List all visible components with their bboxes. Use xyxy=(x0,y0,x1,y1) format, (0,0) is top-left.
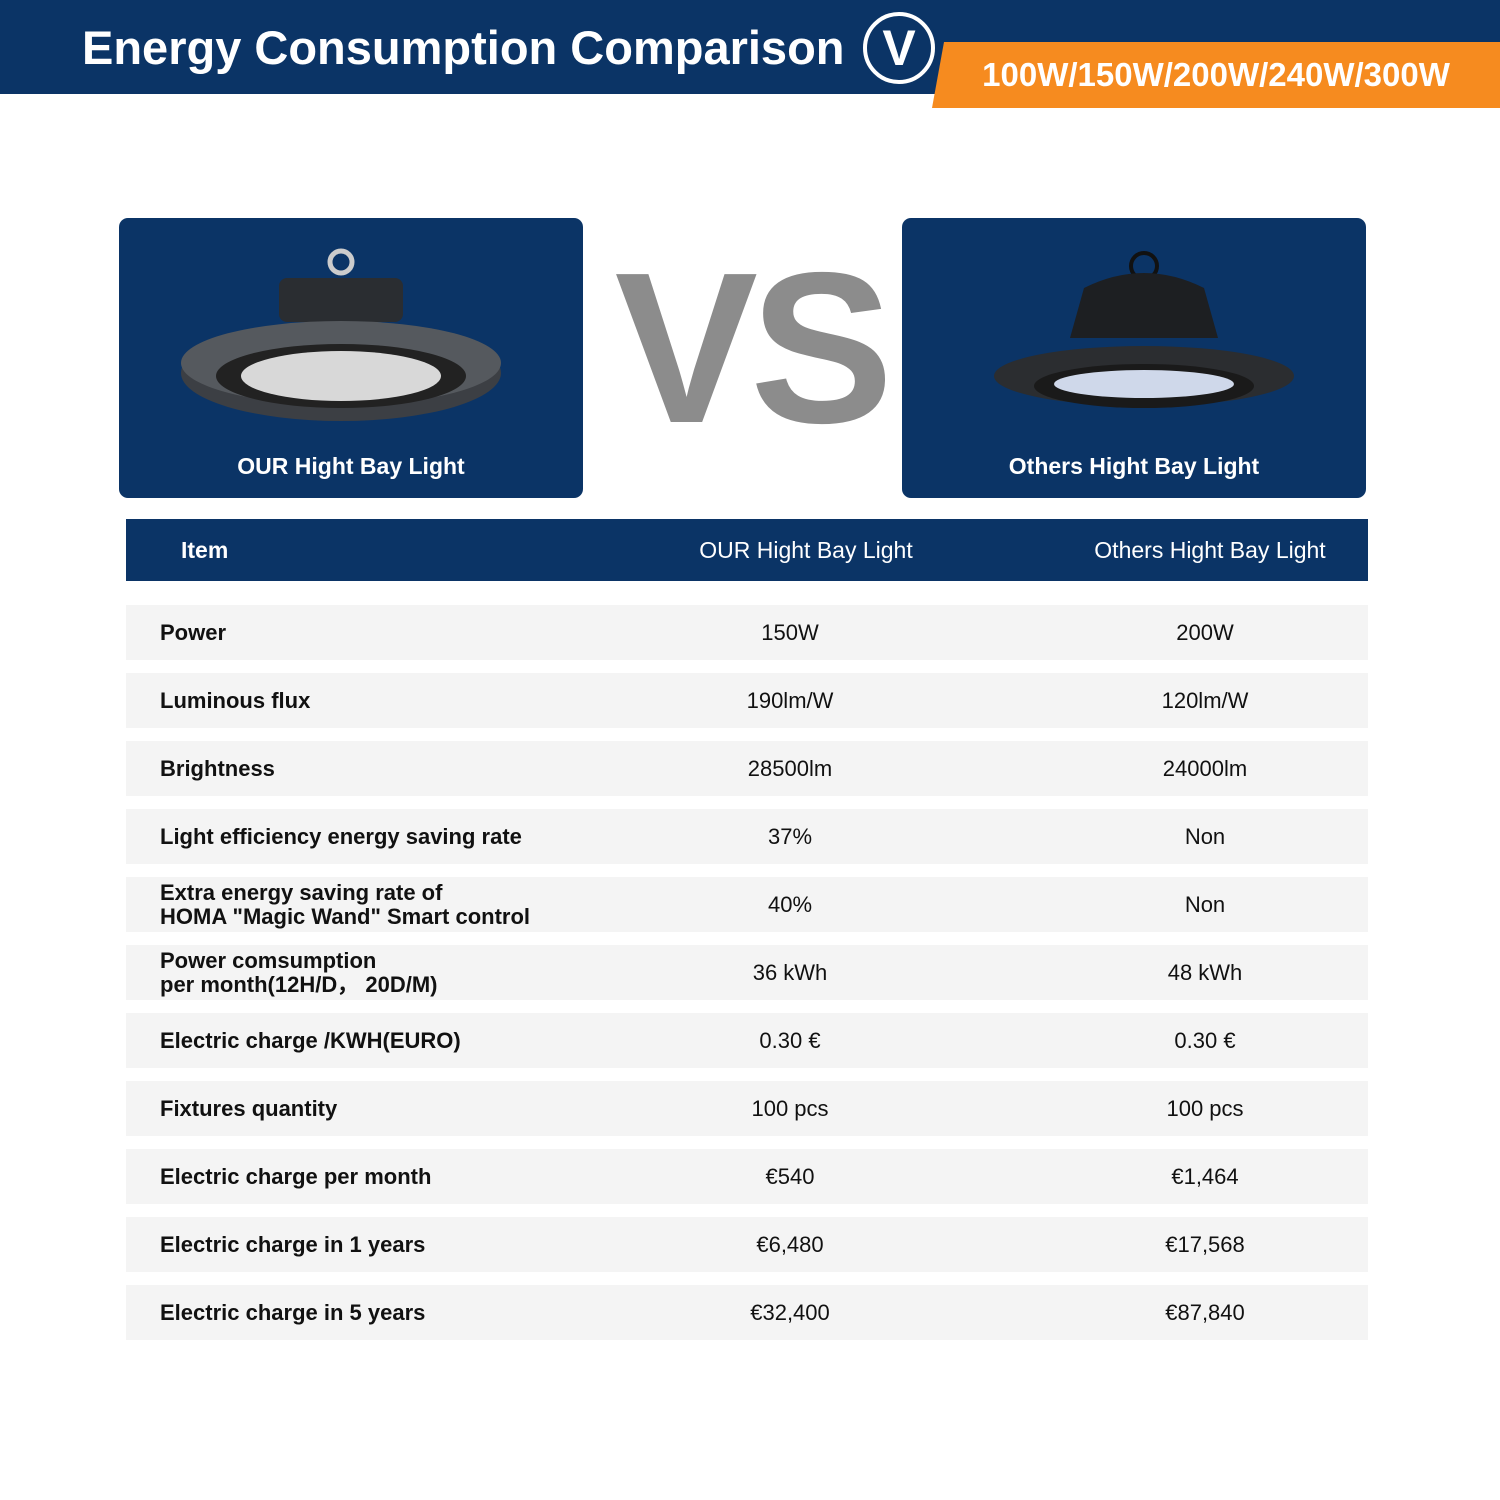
row-label: Fixtures quantity xyxy=(160,1081,337,1136)
card-label: Others Hight Bay Light xyxy=(1008,453,1260,479)
our-value: 37% xyxy=(767,823,813,849)
row-label-line: Electric charge in 1 years xyxy=(160,1231,426,1257)
table-row: Electric charge in 5 years €32,400 €87,840 xyxy=(126,1285,1368,1340)
row-label: Electric charge /KWH(EURO) xyxy=(160,1013,461,1068)
table-row: Power comsumption per month(12H/D， 20D/M)… xyxy=(126,945,1368,1000)
others-value: €87,840 xyxy=(1165,1299,1245,1325)
wattages: 100W/150W/200W/240W/300W xyxy=(982,56,1450,93)
others-value: 0.30 € xyxy=(1174,1027,1236,1053)
table-header: Item OUR Hight Bay Light Others Hight Ba… xyxy=(126,519,1368,581)
others-value: 24000lm xyxy=(1162,755,1248,781)
others-value: 200W xyxy=(1176,619,1234,645)
our-value: €32,400 xyxy=(750,1299,830,1325)
table-row: Fixtures quantity 100 pcs 100 pcs xyxy=(126,1081,1368,1136)
others-value: 120lm/W xyxy=(1161,687,1249,713)
lamp-image xyxy=(181,248,501,421)
others-value: 48 kWh xyxy=(1167,959,1243,985)
card-label: OUR Hight Bay Light xyxy=(237,453,465,479)
our-value: 40% xyxy=(767,891,813,917)
row-label: Brightness xyxy=(160,741,275,796)
row-label-line: Light efficiency energy saving rate xyxy=(160,823,522,849)
row-label: Electric charge in 5 years xyxy=(160,1285,425,1340)
row-label-line: Power xyxy=(160,619,227,645)
row-label-line: Fixtures quantity xyxy=(160,1095,338,1121)
our-value: 100 pcs xyxy=(751,1095,829,1121)
our-value: 0.30 € xyxy=(759,1027,821,1053)
row-label-line: Electric charge /KWH(EURO) xyxy=(160,1027,461,1053)
table-row: Light efficiency energy saving rate 37% No… xyxy=(126,809,1368,864)
our-value: 28500lm xyxy=(747,755,833,781)
others-value: Non xyxy=(1184,891,1226,917)
row-label-line: Power comsumption xyxy=(160,947,377,973)
row-label-line: Brightness xyxy=(160,755,275,781)
vs: VS xyxy=(614,227,894,468)
product-card: OUR Hight Bay Light xyxy=(119,218,583,498)
row-label: Electric charge per month xyxy=(160,1149,431,1204)
table-row: Electric charge per month €540 €1,464 xyxy=(126,1149,1368,1204)
table-row: Electric charge /KWH(EURO) 0.30 € 0.30 € xyxy=(126,1013,1368,1068)
logo: V xyxy=(863,12,935,84)
column-header: Item xyxy=(181,537,229,563)
table-row: Luminous flux 190lm/W 120lm/W xyxy=(126,673,1368,728)
others-value: 100 pcs xyxy=(1166,1095,1244,1121)
table-row: Brightness 28500lm 24000lm xyxy=(126,741,1368,796)
table-row: Electric charge in 1 years €6,480 €17,568 xyxy=(126,1217,1368,1272)
column-header: Others Hight Bay Light xyxy=(1094,537,1326,563)
product-card: Others Hight Bay Light xyxy=(902,218,1366,498)
our-value: €6,480 xyxy=(756,1231,824,1257)
our-value: €540 xyxy=(765,1163,815,1189)
our-value: 150W xyxy=(761,619,819,645)
title: Energy Consumption Comparison xyxy=(82,21,845,74)
row-label: Power xyxy=(160,605,226,660)
others-value: Non xyxy=(1184,823,1226,849)
our-value: 36 kWh xyxy=(752,959,828,985)
table-row: Power 150W 200W xyxy=(126,605,1368,660)
row-label-line: HOMA "Magic Wand" Smart control xyxy=(160,903,531,929)
row-label: Extra energy saving rate of HOMA "Magic W… xyxy=(160,877,530,932)
table-row: Extra energy saving rate of HOMA "Magic W… xyxy=(126,877,1368,932)
others-value: €1,464 xyxy=(1171,1163,1239,1189)
row-label-line: Electric charge in 5 years xyxy=(160,1299,426,1325)
row-label: Light efficiency energy saving rate xyxy=(160,809,522,864)
row-label-line: Extra energy saving rate of xyxy=(160,879,443,905)
wattage-banner xyxy=(932,42,1500,108)
our-value: 190lm/W xyxy=(746,687,834,713)
others-value: €17,568 xyxy=(1165,1231,1245,1257)
lamp-image xyxy=(994,251,1294,408)
row-label-line: per month(12H/D， 20D/M) xyxy=(160,971,438,997)
row-label: Electric charge in 1 years xyxy=(160,1217,425,1272)
column-header: OUR Hight Bay Light xyxy=(699,537,913,563)
row-label-line: Electric charge per month xyxy=(160,1163,432,1189)
row-label: Power comsumption per month(12H/D， 20D/M) xyxy=(160,945,437,1000)
row-label-line: Luminous flux xyxy=(160,687,311,713)
row-label: Luminous flux xyxy=(160,673,310,728)
